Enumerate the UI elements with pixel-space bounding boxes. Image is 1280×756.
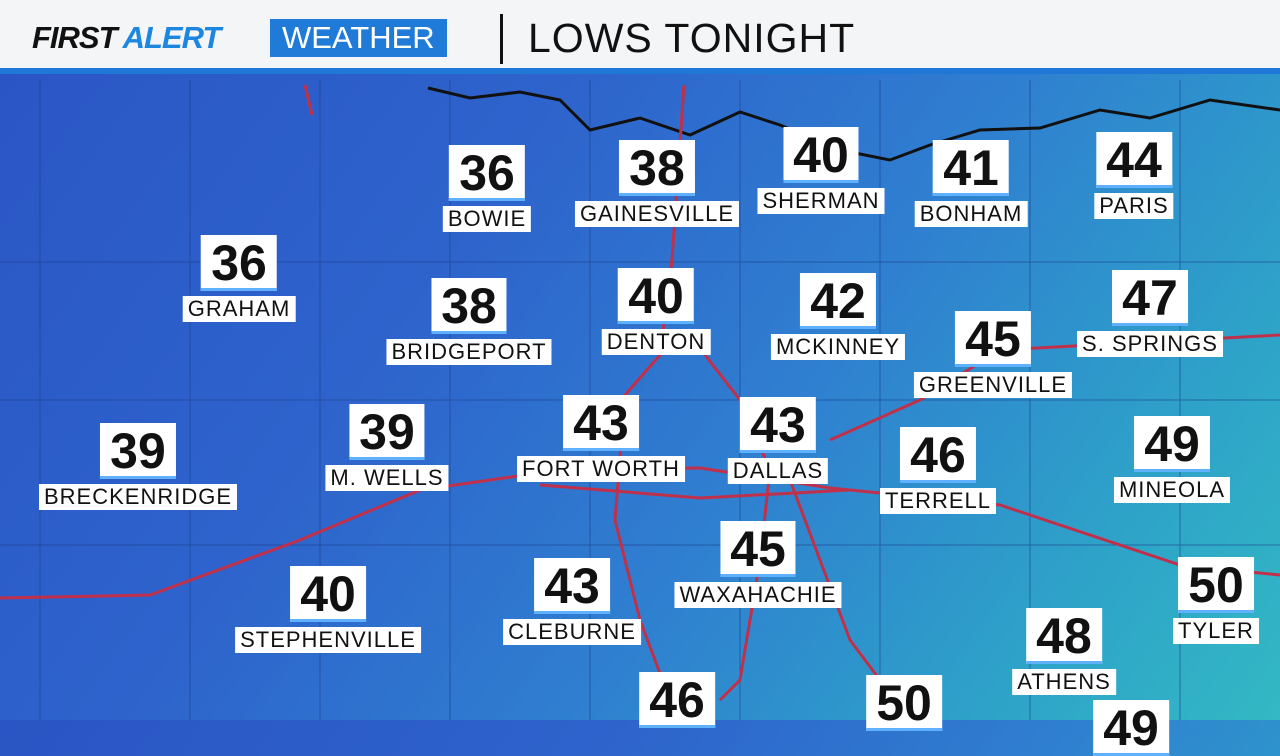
city-marker: 39 BRECKENRIDGE	[38, 423, 238, 510]
low-temperature: 38	[431, 278, 507, 334]
city-name: BRECKENRIDGE	[38, 484, 238, 510]
city-name: ATHENS	[1012, 669, 1116, 695]
low-temperature: 50	[1178, 557, 1254, 613]
city-marker: 36 BOWIE	[442, 145, 532, 232]
city-name: MINEOLA	[1113, 477, 1231, 503]
city-name: S. SPRINGS	[1077, 331, 1223, 357]
low-temperature: 40	[783, 127, 859, 183]
city-name: SHERMAN	[757, 188, 885, 214]
low-temperature: 46	[900, 427, 976, 483]
city-marker: 40 SHERMAN	[757, 127, 885, 214]
city-marker: 44 PARIS	[1094, 132, 1174, 219]
low-temperature: 40	[618, 268, 694, 324]
low-temperature: 38	[619, 140, 695, 196]
low-temperature: 43	[740, 397, 816, 453]
low-temperature: 45	[720, 521, 796, 577]
city-marker: 45 WAXAHACHIE	[674, 521, 842, 608]
city-marker: 45 GREENVILLE	[913, 311, 1073, 398]
city-marker: 46 TERRELL	[879, 427, 997, 514]
city-name: DENTON	[601, 329, 711, 355]
divider	[500, 14, 503, 64]
city-marker: 38 GAINESVILLE	[574, 140, 740, 227]
low-temperature: 39	[100, 423, 176, 479]
city-name: PARIS	[1094, 193, 1174, 219]
city-name: MCKINNEY	[770, 334, 906, 360]
brand-logo: FIRST ALERT	[32, 20, 222, 56]
city-name: DALLAS	[727, 458, 829, 484]
low-temperature: 46	[639, 672, 715, 728]
brand-weather: WEATHER	[270, 19, 447, 57]
city-marker: 40 STEPHENVILLE	[235, 566, 421, 653]
city-name: BONHAM	[914, 201, 1028, 227]
city-marker: 49 MINEOLA	[1113, 416, 1231, 503]
city-marker: 38 BRIDGEPORT	[386, 278, 552, 365]
city-name: TERRELL	[879, 488, 997, 514]
city-name: BRIDGEPORT	[386, 339, 552, 365]
city-marker: 40 DENTON	[601, 268, 711, 355]
city-marker-partial: 49	[1093, 700, 1169, 756]
city-marker: 39 M. WELLS	[325, 404, 449, 491]
low-temperature: 47	[1112, 270, 1188, 326]
low-temperature: 43	[534, 558, 610, 614]
city-marker-partial: 46	[639, 672, 715, 728]
low-temperature: 36	[201, 235, 277, 291]
city-marker: 41 BONHAM	[914, 140, 1028, 227]
city-marker: 42 MCKINNEY	[770, 273, 906, 360]
low-temperature: 50	[866, 675, 942, 731]
city-name: TYLER	[1173, 618, 1259, 644]
low-temperature: 49	[1093, 700, 1169, 756]
city-name: GAINESVILLE	[574, 201, 740, 227]
city-name: BOWIE	[442, 206, 532, 232]
city-name: CLEBURNE	[503, 619, 641, 645]
city-name: WAXAHACHIE	[674, 582, 842, 608]
city-marker: 43 DALLAS	[727, 397, 829, 484]
low-temperature: 45	[955, 311, 1031, 367]
city-name: M. WELLS	[325, 465, 449, 491]
city-name: GRAHAM	[182, 296, 296, 322]
low-temperature: 39	[349, 404, 425, 460]
city-marker: 48 ATHENS	[1012, 608, 1116, 695]
low-temperature: 40	[290, 566, 366, 622]
city-marker: 36 GRAHAM	[182, 235, 296, 322]
low-temperature: 42	[800, 273, 876, 329]
low-temperature: 48	[1026, 608, 1102, 664]
city-marker: 50 TYLER	[1173, 557, 1259, 644]
city-marker: 43 FORT WORTH	[517, 395, 685, 482]
brand-first: FIRST	[32, 20, 118, 55]
low-temperature: 41	[933, 140, 1009, 196]
brand-alert: ALERT	[122, 20, 222, 55]
city-name: FORT WORTH	[517, 456, 685, 482]
low-temperature: 49	[1134, 416, 1210, 472]
city-name: GREENVILLE	[913, 372, 1073, 398]
low-temperature: 36	[449, 145, 525, 201]
page-title: LOWS TONIGHT	[528, 15, 856, 61]
city-marker: 43 CLEBURNE	[503, 558, 641, 645]
low-temperature: 43	[563, 395, 639, 451]
low-temperature: 44	[1096, 132, 1172, 188]
city-marker-partial: 50	[866, 675, 942, 731]
header-bar: FIRST ALERT WEATHER LOWS TONIGHT	[0, 0, 1280, 74]
city-marker: 47 S. SPRINGS	[1077, 270, 1223, 357]
city-name: STEPHENVILLE	[235, 627, 421, 653]
